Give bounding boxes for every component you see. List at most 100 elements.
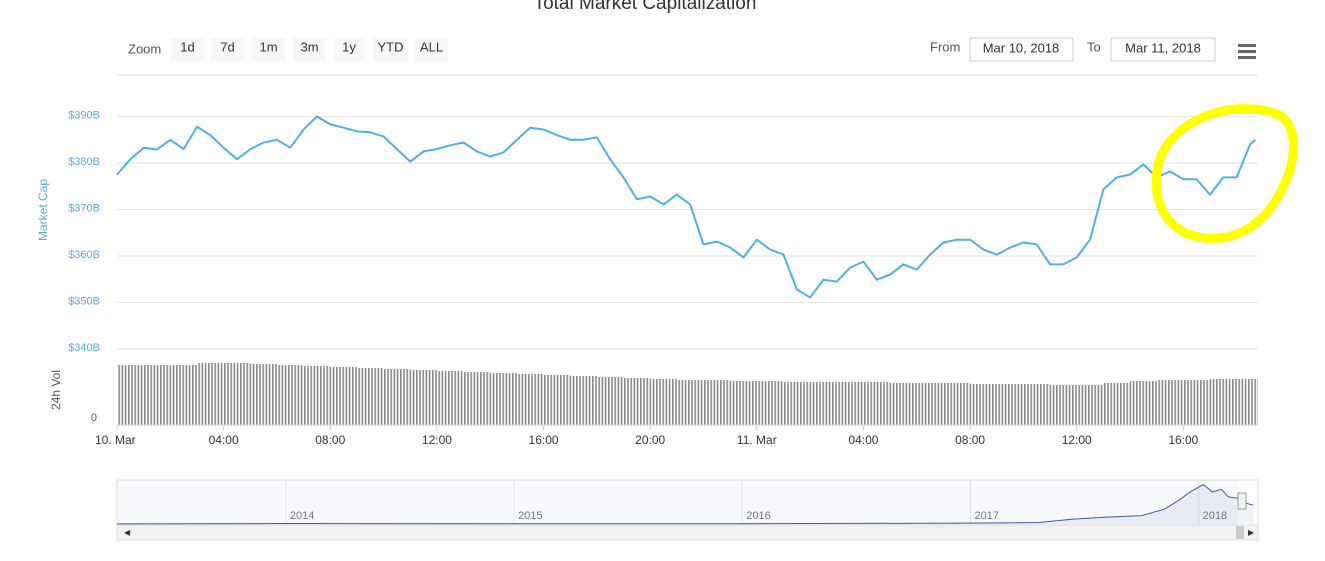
volume-bar [810,382,837,425]
volume-bar [783,382,811,425]
volume-bar [1236,379,1258,425]
navigator-tick-label: 2017 [974,510,998,522]
volume-bar [676,380,704,425]
navigator-tick-label: 2015 [518,510,542,522]
volume-bar [356,368,384,425]
volume-bar [1023,384,1051,425]
volume-bar [596,377,624,425]
volume-bar [623,378,651,425]
volume-bar [703,380,731,425]
volume-bar [1130,381,1157,425]
volume-bar [463,372,491,425]
volume-bar [303,366,331,425]
x-tick-label: 12:00 [1062,433,1092,447]
highlight-annotation [1151,104,1298,243]
zoom-button-label[interactable]: 1d [180,39,194,54]
x-tick-label: 16:00 [529,433,559,447]
zoom-button-label[interactable]: 1m [259,39,277,54]
volume-bar [250,364,277,425]
plot: $340B $350B $360B $370B $380B $390B 0 10. Mar 04… [68,74,1258,525]
volume-bar [756,381,784,425]
zoom-button[interactable] [334,38,364,61]
zoom-button-label[interactable]: YTD [378,39,404,54]
zoom-button-label[interactable]: ALL [420,39,443,54]
y-tick-label: $370B [68,202,100,214]
volume-bar [276,365,304,425]
scroll-left[interactable]: ◀ [124,528,131,537]
scrollbar[interactable] [116,524,1259,541]
x-tick-label: 10. Mar [95,433,136,447]
zoom-button-label[interactable]: 3m [300,39,318,54]
menu-button[interactable] [1238,44,1256,59]
volume-bar [916,383,944,425]
y-tick-label: $360B [68,249,100,261]
from-date[interactable]: Mar 10, 2018 [983,40,1060,55]
volume-bar [836,382,864,425]
navigator-handle[interactable] [1237,492,1247,510]
scroll-right[interactable]: ▶ [1248,528,1255,537]
y-tick-label: $390B [68,109,100,121]
volume-bar [330,367,357,425]
navigator-mask [117,480,1238,525]
volume-bar [863,382,891,425]
volume-tick-label: 0 [91,412,97,424]
zoom-buttons: 1d 7d 1m 3m 1y YTD ALL [171,38,448,61]
navigator-area [117,484,1254,524]
y-tick-label: $380B [68,156,100,168]
menu-bar[interactable] [1238,44,1256,47]
volume-bar [516,374,544,425]
volume-bar [117,365,144,425]
volume-bar [650,379,677,425]
navigator-tick-label: 2018 [1203,510,1227,522]
volume-bar [970,384,997,425]
market-cap-line [116,115,1256,299]
zoom-button[interactable] [211,38,244,61]
volume-bar [543,375,571,425]
zoom-button[interactable] [373,38,408,61]
x-tick-label: 04:00 [848,433,878,447]
volume-bar [1210,379,1237,425]
volume-bar [383,369,411,425]
menu-bar[interactable] [1238,50,1256,53]
volume-bar [1050,385,1077,425]
menu-bar[interactable] [1238,56,1256,59]
volume-title: 24h Vol [49,370,63,410]
y-axis-title: Market Cap [36,179,50,241]
volume-bar [223,363,251,425]
chart-title: Total Market Capitalization [534,0,757,14]
navigator-tick-label: 2014 [290,510,314,522]
x-tick-label: 08:00 [315,433,345,447]
volume-bar [490,373,517,425]
y-tick-label: $340B [68,342,100,354]
volume-bar [170,365,197,425]
to-date[interactable]: Mar 11, 2018 [1125,40,1201,55]
volume-bar [196,363,224,425]
volume-bar [943,383,971,425]
volume-bar [1076,385,1104,425]
x-tick-label: 11. Mar [737,433,777,447]
volume-bar [730,381,757,425]
y-tick-label: $350B [68,295,100,307]
zoom-button[interactable] [171,38,204,61]
volume-bar [436,371,464,425]
zoom-button[interactable] [252,38,285,61]
volume-bar [996,384,1024,425]
navigator-tick-label: 2016 [746,510,770,522]
x-tick-label: 12:00 [422,433,452,447]
to-input[interactable] [1110,37,1216,62]
navigator-line [116,483,1254,525]
zoom-button[interactable] [415,38,448,61]
volume-bar [1183,380,1211,425]
to-label: To [1087,39,1101,54]
x-tick-label: 16:00 [1168,433,1198,447]
scroll-thumb[interactable] [1236,526,1244,539]
volume-bar [890,383,917,425]
zoom-button[interactable] [293,38,326,61]
from-input[interactable] [969,37,1074,62]
from-label: From [930,39,960,54]
x-tick-label: 20:00 [635,433,665,447]
zoom-button-label[interactable]: 1y [342,39,356,54]
zoom-label: Zoom [128,41,161,56]
zoom-button-label[interactable]: 7d [220,39,234,54]
